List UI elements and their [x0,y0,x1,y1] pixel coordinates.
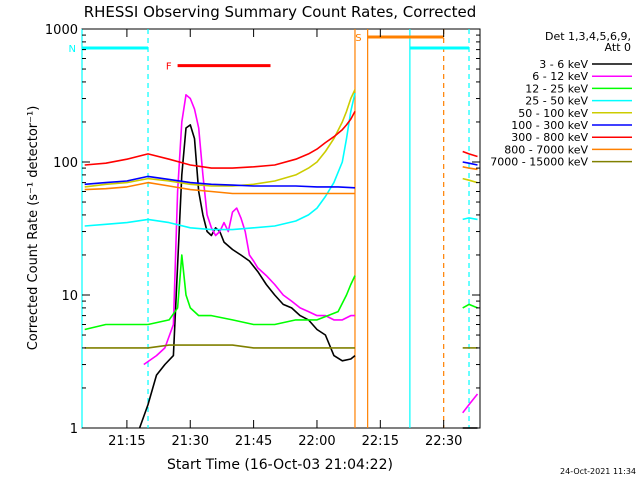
series-line-4 [84,89,356,188]
legend-header-line-2: Att 0 [605,41,631,54]
series-line-5-b [462,161,478,166]
x-tick-label-4: 22:15 [362,434,399,449]
generation-timestamp: 24-Oct-2021 11:34 [560,467,636,476]
series-line-2-b [462,303,478,309]
legend-label-6: 300 - 800 keV [511,131,588,144]
x-tick-label-0: 21:15 [108,434,145,449]
series-line-8 [84,344,355,349]
y-tick-label-2: 100 [53,156,78,171]
series-line-1 [143,94,355,366]
x-tick-label-2: 21:45 [235,434,272,449]
x-tick-label-3: 22:00 [298,434,335,449]
legend-header-line-1: Det 1,3,4,5,6,9, [545,30,631,43]
legend-label-1: 6 - 12 keV [532,70,588,83]
series-line-4-b [462,177,478,184]
legend-label-5: 100 - 300 keV [511,119,588,132]
legend-label-3: 25 - 50 keV [525,95,588,108]
series-line-2 [84,254,356,331]
legend-label-7: 800 - 7000 keV [504,143,588,156]
series-line-3-b [462,217,478,221]
flag-label-1: F [166,62,172,73]
legend-label-8: 7000 - 15000 keV [490,156,588,169]
chart-title: RHESSI Observing Summary Count Rates, Co… [84,3,477,21]
legend-label-0: 3 - 6 keV [539,58,588,71]
series-line-0 [138,124,356,429]
series-line-1-b [462,393,479,414]
legend-label-2: 12 - 25 keV [525,82,588,95]
series-line-3 [84,92,356,231]
flag-label-0: N [69,44,76,55]
y-tick-label-0: 1 [70,422,78,437]
x-tick-label-5: 22:30 [425,434,462,449]
legend-label-4: 50 - 100 keV [518,107,588,120]
plot-area: N F S 21:15 21:30 21:45 22:00 22:15 22:30 1 10 100 1… [45,23,481,449]
series-line-6 [84,111,356,169]
flag-label-2: S [355,33,361,44]
x-axis-label: Start Time (16-Oct-03 21:04:22) [167,457,393,473]
x-tick-label-1: 21:30 [172,434,209,449]
series-line-7 [84,181,355,195]
plot-frame [81,28,481,429]
series-line-6-b [462,150,478,158]
y-tick-label-1: 10 [61,289,78,304]
y-axis-label: Corrected Count Rate (s⁻¹ detector⁻¹) [26,106,41,351]
y-tick-label-3: 1000 [45,23,78,38]
series-line-5 [84,175,356,189]
series-line-7-b [462,166,478,171]
